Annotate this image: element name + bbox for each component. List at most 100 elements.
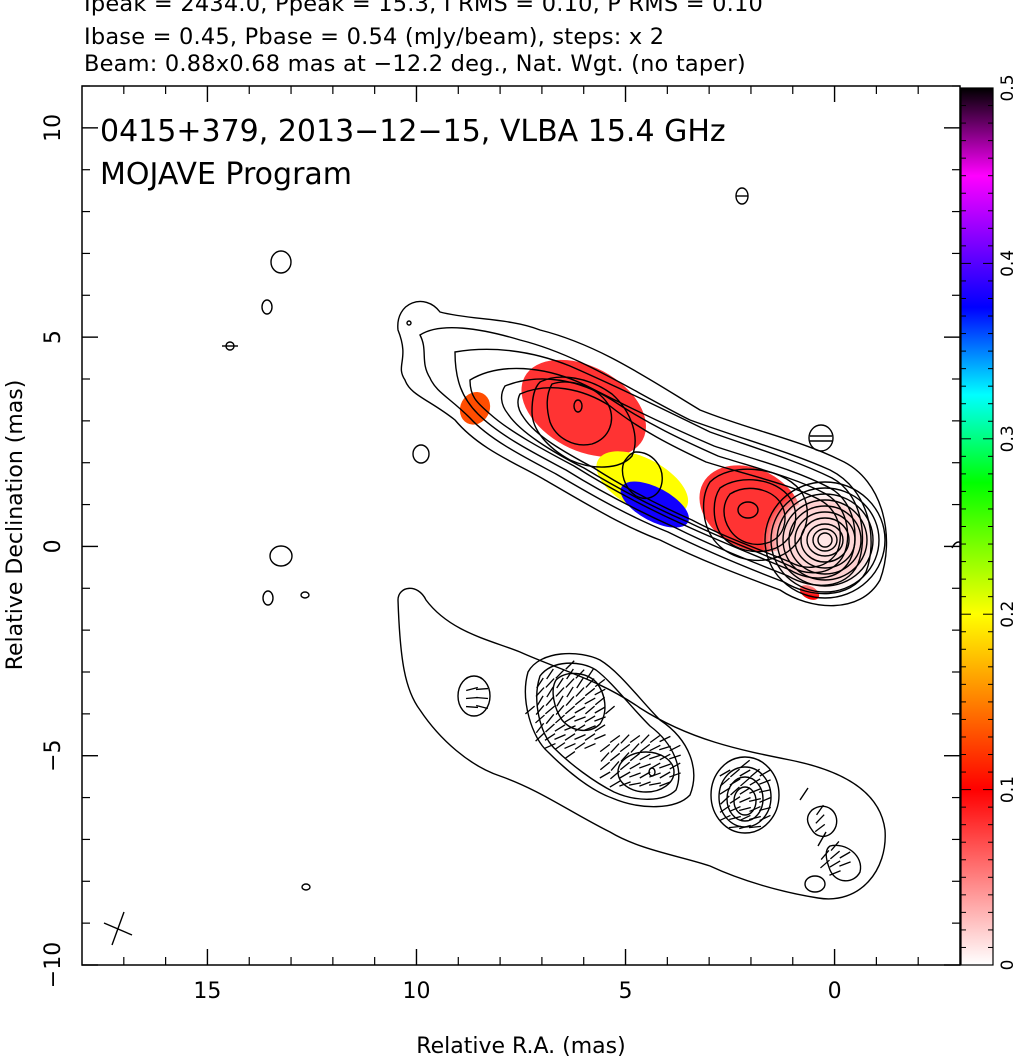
evpa-tick-144: [475, 696, 489, 700]
evpa-tick-58: [554, 742, 566, 750]
evpa-tick-26: [594, 696, 606, 706]
contour-2-upper: [419, 327, 872, 595]
colorbar-tick-label: 0.5: [998, 74, 1018, 101]
x-tick-label: 15: [193, 979, 221, 1004]
contour-patch: [270, 250, 292, 274]
evpa-tick-30: [555, 704, 565, 716]
evpa-tick-139: [739, 824, 751, 830]
contour-patch: [261, 299, 273, 315]
evpa-tick-67: [649, 734, 661, 744]
evpa-tick-42: [594, 716, 606, 722]
evpa-tick-75: [659, 745, 671, 751]
contour-outer-lower: [397, 587, 886, 900]
evpa-tick-29: [544, 705, 556, 715]
evpa-tick-90: [649, 762, 661, 770]
contour-8-upper: [546, 381, 613, 446]
evpa-tick-19: [594, 688, 606, 696]
evpa-tick-33: [584, 705, 596, 715]
evpa-tick-37: [545, 713, 555, 725]
evpa-tick-122: [758, 789, 772, 793]
evpa-tick-142: [475, 687, 489, 691]
evpa-tick-69: [599, 743, 611, 753]
evpa-tick-35: [604, 705, 616, 715]
evpa-tick-101: [609, 780, 621, 788]
evpa-tick-150: [839, 851, 851, 859]
evpa-tick-137: [759, 814, 771, 822]
y-tick-label: −10: [41, 942, 66, 988]
evpa-tick-49: [594, 724, 606, 732]
contour-knot-outer: [702, 468, 808, 561]
evpa-tick-152: [829, 860, 841, 868]
y-tick-label: 10: [41, 114, 66, 142]
evpa-tick-9: [565, 678, 575, 688]
evpa-tick-141: [466, 686, 478, 692]
contour-5-upper: [500, 378, 849, 574]
evpa-tick-99: [659, 771, 671, 779]
evpa-tick-110: [739, 769, 751, 777]
evpa-tick-61: [584, 742, 596, 750]
evpa-tick-2: [555, 669, 565, 679]
contour-knot-2: [713, 479, 797, 553]
evpa-tick-41: [584, 715, 596, 723]
evpa-tick-128: [719, 805, 731, 813]
evpa-tick-78: [609, 752, 621, 762]
evpa-tick-12: [594, 678, 606, 688]
evpa-tick-44: [545, 723, 555, 733]
evpa-tick-112: [759, 769, 771, 777]
evpa-tick-5: [586, 668, 594, 680]
evpa-tick-38: [555, 714, 565, 724]
evpa-tick-27: [524, 705, 536, 715]
evpa-tick-3: [566, 668, 574, 680]
evpa-tick-138: [728, 825, 742, 829]
evpa-tick-50: [535, 732, 545, 742]
evpa-tick-120: [739, 787, 751, 795]
evpa-tick-45: [554, 724, 566, 732]
x-axis-label: Relative R.A. (mas): [416, 1034, 625, 1059]
evpa-tick-10: [576, 677, 584, 689]
evpa-tick-17: [575, 687, 585, 697]
evpa-tick-103: [628, 782, 642, 786]
evpa-tick-100: [669, 772, 681, 778]
colorbar-tick-label: 0.1: [998, 776, 1018, 803]
evpa-tick-86: [610, 761, 620, 771]
evpa-tick-102: [619, 781, 631, 787]
colorbar-tick-label: 0.3: [998, 425, 1018, 452]
core-contours: [764, 481, 886, 599]
evpa-tick-73: [639, 743, 651, 753]
evpa-tick-66: [640, 734, 650, 744]
evpa-tick-11: [585, 678, 595, 688]
evpa-tick-93: [599, 771, 611, 779]
pol-contour-4: [617, 751, 675, 793]
evpa-tick-108: [719, 769, 731, 777]
evpa-tick-51: [544, 733, 556, 741]
evpa-tick-88: [629, 762, 641, 770]
evpa-tick-65: [629, 734, 641, 744]
evpa-tick-63: [609, 734, 621, 744]
evpa-tick-149: [829, 850, 841, 860]
evpa-tick-0: [565, 660, 575, 670]
evpa-tick-119: [730, 786, 740, 796]
header-line-2: Ibase = 0.45, Pbase = 0.54 (mJy/beam), s…: [84, 24, 665, 50]
evpa-tick-121: [749, 788, 761, 794]
contour-patch: [269, 545, 293, 567]
evpa-tick-129: [729, 805, 741, 813]
pol-contour-7: [806, 805, 838, 837]
source-annotation: 0415+379, 2013−12−15, VLBA 15.4 GHz: [100, 114, 726, 149]
evpa-tick-153: [839, 861, 851, 867]
evpa-tick-13: [535, 687, 545, 697]
evpa-tick-124: [729, 796, 741, 804]
x-tick-label: 5: [619, 979, 633, 1004]
evpa-tick-105: [648, 782, 662, 786]
colorbar-tick-label: 0.2: [998, 601, 1018, 628]
evpa-tick-14: [546, 686, 554, 698]
contour-knot-3: [723, 487, 786, 546]
evpa-tick-47: [574, 724, 586, 732]
evpa-tick-133: [719, 814, 731, 822]
evpa-tick-156: [815, 814, 825, 824]
evpa-tick-21: [545, 696, 555, 706]
evpa-tick-98: [649, 772, 661, 778]
pol-contour-9: [804, 875, 826, 893]
contour-9-upper: [573, 399, 583, 413]
evpa-tick-32: [574, 706, 586, 714]
